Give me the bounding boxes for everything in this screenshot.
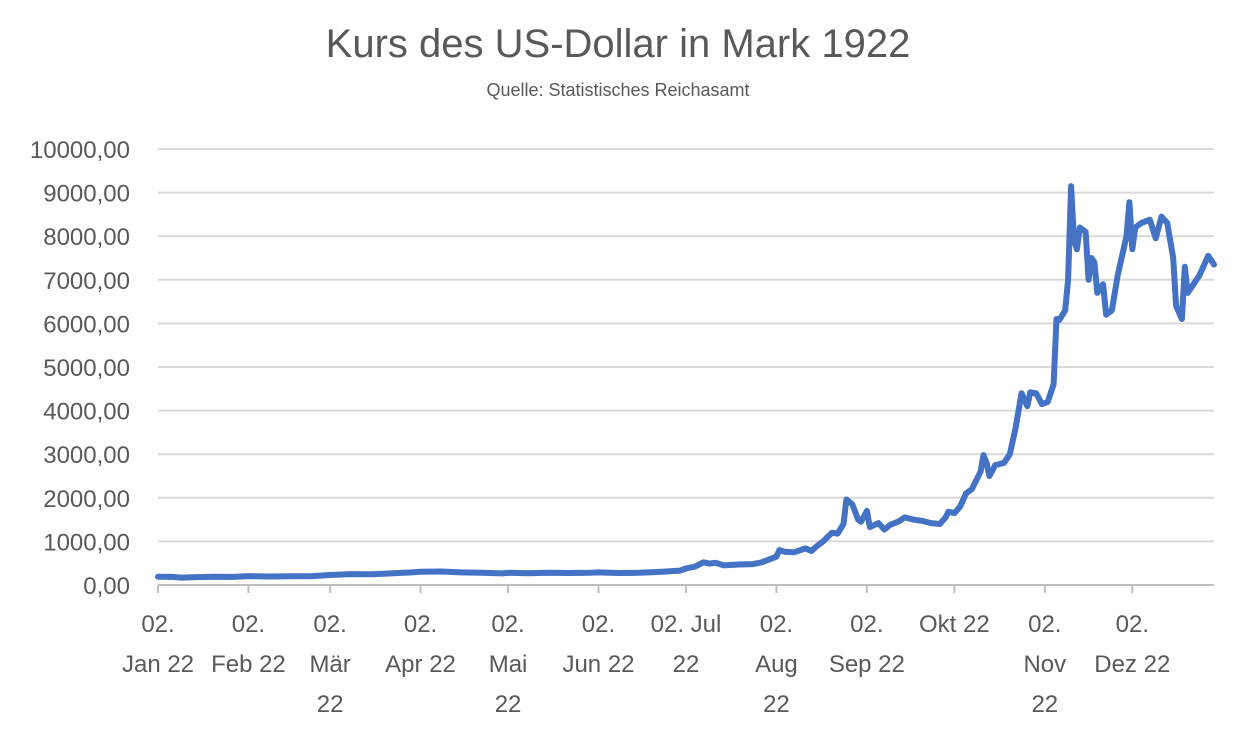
series-line [155,183,1217,581]
y-tick-label: 5000,00 [43,355,130,382]
y-tick-label: 0,00 [83,573,130,600]
x-tick-label: 02. Mär 22 [309,611,350,718]
y-tick-label: 1000,00 [43,529,130,556]
y-tick-label: 10000,00 [30,137,130,164]
x-tick-label: 02. Jan 22 [122,611,194,678]
x-tick-label: 02. Apr 22 [385,611,456,678]
chart-subtitle: Quelle: Statistisches Reichasamt [486,80,750,100]
y-tick-label: 6000,00 [43,311,130,338]
y-tick-label: 3000,00 [43,442,130,469]
y-tick-label: 9000,00 [43,181,130,208]
y-tick-label: 4000,00 [43,399,130,426]
y-tick-label: 7000,00 [43,268,130,295]
chart-title: Kurs des US-Dollar in Mark 1922 [325,22,911,66]
x-tick-label: 02. Sep 22 [829,611,905,678]
y-tick-label: 2000,00 [43,486,130,513]
x-tick-label: 02. Feb 22 [211,611,286,678]
y-tick-label: 8000,00 [43,224,130,251]
x-tick-label: 02. Aug 22 [755,611,798,718]
x-tick-label: 02. Dez 22 [1094,611,1170,678]
x-tick-label: 02. Mai 22 [489,611,528,718]
x-tick-label: Okt 22 [919,611,990,638]
x-tick-label: 02. Jul 22 [651,611,722,678]
x-tick-label: 02. Nov 22 [1023,611,1066,718]
x-tick-label: 02. Jun 22 [562,611,634,678]
